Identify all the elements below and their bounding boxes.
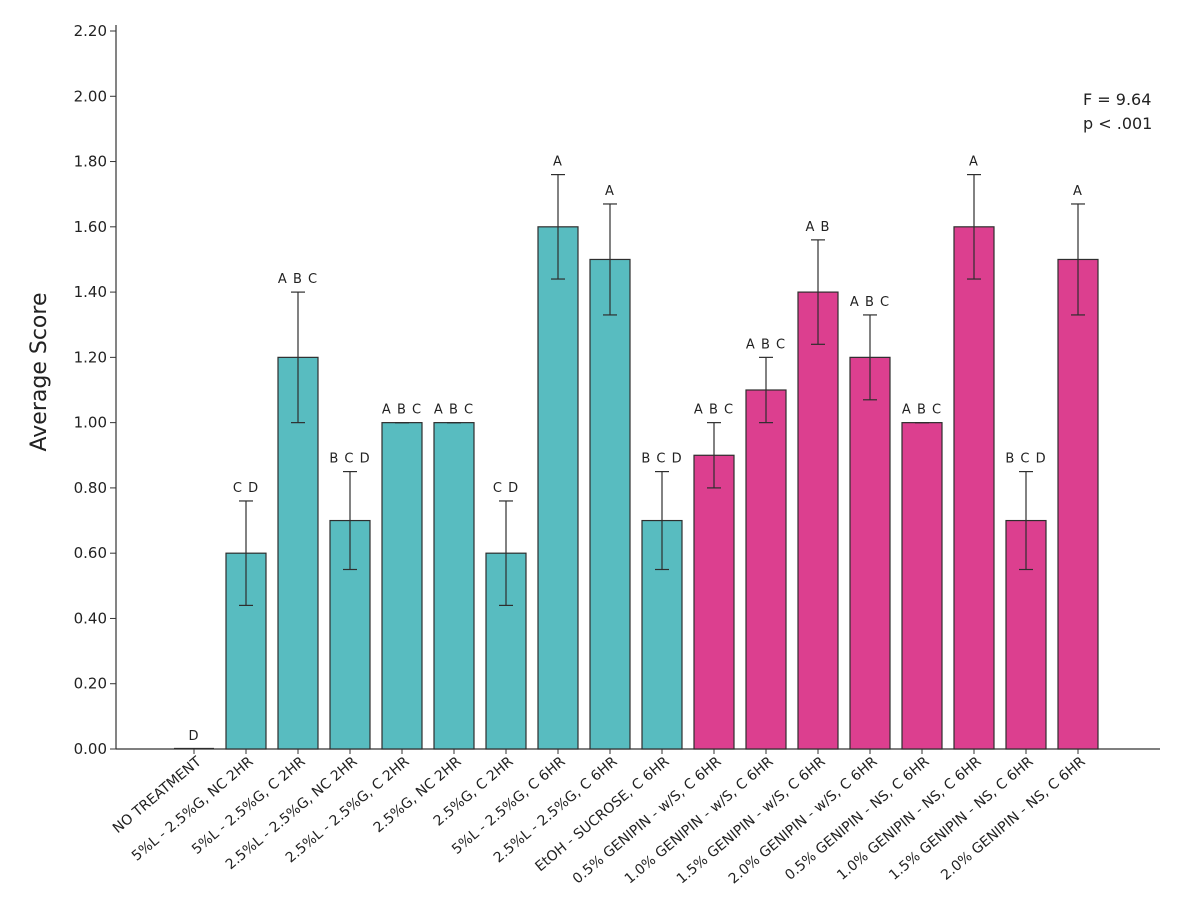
- significance-label: A B C: [434, 403, 474, 418]
- bar: [901, 422, 943, 750]
- significance-label: A B: [806, 220, 831, 235]
- y-tick-label: 0.80: [74, 479, 107, 497]
- error-bar: [1071, 203, 1085, 316]
- significance-label: B C D: [641, 452, 682, 467]
- bar: [693, 454, 735, 750]
- category-label: NO TREATMENT: [110, 754, 205, 837]
- error-bar: [759, 356, 773, 424]
- error-bar: [1019, 470, 1033, 571]
- significance-label: A B C: [746, 337, 786, 352]
- significance-label: C D: [233, 481, 259, 496]
- error-bar: [551, 174, 565, 280]
- bar: [433, 422, 475, 750]
- bar: [225, 552, 267, 750]
- bar: [849, 356, 891, 750]
- y-tick-label: 1.00: [74, 414, 107, 432]
- bar: [589, 258, 631, 750]
- bar: [1057, 258, 1099, 750]
- significance-label: A B C: [382, 403, 422, 418]
- y-tick-label: 1.40: [74, 283, 107, 301]
- bars: [174, 226, 1099, 750]
- y-tick-label: 1.60: [74, 218, 107, 236]
- bar: [381, 422, 423, 750]
- y-axis-label: Average Score: [27, 293, 52, 452]
- error-bar: [343, 470, 357, 571]
- y-tick-label: 1.20: [74, 348, 107, 366]
- y-tick-label: 0.20: [74, 675, 107, 693]
- error-bar: [291, 291, 305, 424]
- error-bar: [655, 470, 669, 571]
- p-value-label: p < .001: [1083, 114, 1152, 133]
- error-bar: [239, 500, 253, 607]
- y-tick-label: 0.00: [74, 740, 107, 758]
- category-label: 2.5%G, NC 2HR: [371, 754, 465, 837]
- bar: [537, 226, 579, 750]
- significance-label: A B C: [850, 295, 890, 310]
- significance-label: A: [605, 184, 615, 199]
- y-axis: 0.00 0.20 0.40 0.60 0.80 1.00 1.20 1.40 1.60 1.80…: [74, 22, 117, 758]
- y-tick-label: 0.40: [74, 609, 107, 627]
- y-tick-label: 0.60: [74, 544, 107, 562]
- bar: [277, 356, 319, 750]
- error-bar: [811, 239, 825, 345]
- x-axis: [116, 748, 1160, 754]
- bar: [797, 291, 839, 750]
- significance-labels: D C D A B C B C D A B C A B C C D A A B C D A B C A…: [188, 155, 1083, 744]
- f-statistic-label: F = 9.64: [1083, 90, 1151, 109]
- y-tick-label: 2.00: [74, 87, 107, 105]
- significance-label: B C D: [329, 452, 370, 467]
- error-bar: [863, 314, 877, 401]
- significance-label: B C D: [1005, 452, 1046, 467]
- y-tick-label: 2.20: [74, 22, 107, 40]
- significance-label: A B C: [902, 403, 942, 418]
- error-bar: [499, 500, 513, 607]
- error-bar: [603, 203, 617, 316]
- bar: [953, 226, 995, 750]
- error-bars: [239, 174, 1085, 607]
- error-bar: [707, 422, 721, 489]
- significance-label: A B C: [694, 403, 734, 418]
- significance-label: D: [188, 729, 199, 744]
- significance-label: C D: [493, 481, 519, 496]
- error-bar: [967, 174, 981, 280]
- significance-label: A B C: [278, 272, 318, 287]
- bar: [745, 389, 787, 750]
- significance-label: A: [969, 155, 979, 170]
- y-tick-label: 1.80: [74, 153, 107, 171]
- significance-label: A: [1073, 184, 1083, 199]
- significance-label: A: [553, 155, 563, 170]
